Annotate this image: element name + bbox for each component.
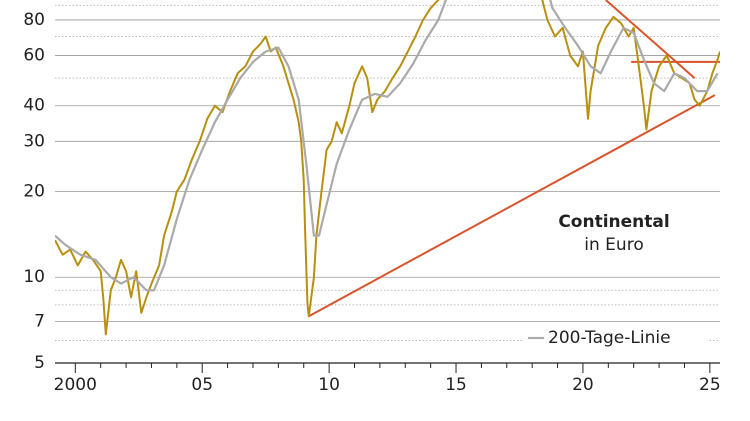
trendline	[605, 0, 696, 79]
y-tick-label: 7	[34, 311, 45, 331]
annotation: in Euro	[584, 235, 643, 255]
y-tick-label: 80	[23, 10, 45, 30]
x-tick-label: 20	[572, 375, 594, 395]
y-tick-label: 40	[23, 96, 45, 116]
x-tick-label: 15	[445, 375, 467, 395]
legend-label: 200-Tage-Linie	[548, 328, 671, 348]
trendline	[308, 94, 716, 318]
y-tick-label: 60	[23, 46, 45, 66]
legend-background	[522, 326, 708, 350]
y-tick-label: 5	[34, 353, 45, 373]
annotation: Continental	[558, 212, 669, 232]
series-line	[55, 0, 719, 292]
series-line	[55, 0, 720, 336]
overlay: 5 7 10 20 30 40 60 80 2000 05 10 15 20 25 Continental i…	[23, 10, 720, 395]
plot-area	[55, 0, 720, 336]
y-tick-label: 30	[23, 131, 45, 151]
x-tick-label: 05	[191, 375, 213, 395]
y-tick-label: 10	[23, 267, 45, 287]
x-tick-label: 2000	[54, 375, 97, 395]
x-tick-label: 10	[318, 375, 340, 395]
x-tick-label: 25	[699, 375, 721, 395]
y-tick-label: 20	[23, 181, 45, 201]
